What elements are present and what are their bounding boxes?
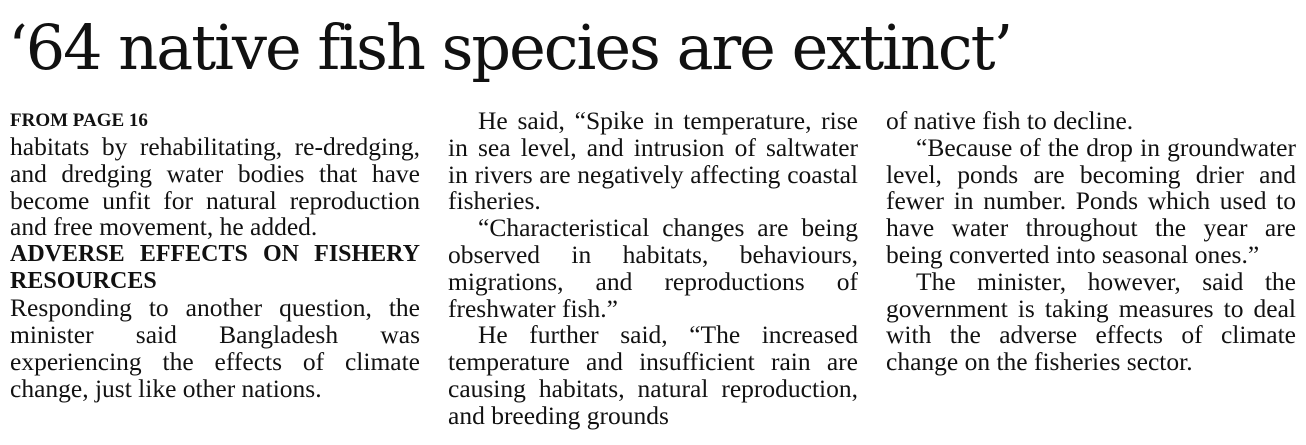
paragraph: The minister, however, said the governme… [886, 266, 1296, 377]
article-column-2: He said, “Spike in temperature, rise in … [448, 106, 858, 430]
paragraph: “Because of the drop in groundwater leve… [886, 132, 1296, 269]
paragraph: “Characteristical changes are being obse… [448, 213, 858, 323]
section-subhead: ADVERSE EFFECTS ON FISHERY RESOURCES [10, 241, 420, 295]
paragraph: of native fish to decline. [886, 106, 1134, 135]
paragraph: Responding to another question, the mini… [10, 293, 420, 403]
headline: ‘64 native fish species are extinct’ [8, 11, 1013, 84]
article-column-3: of native fish to decline. “Because of t… [886, 106, 1296, 377]
paragraph: He further said, “The increased temperat… [448, 320, 858, 430]
paragraph: He said, “Spike in temperature, rise in … [448, 106, 858, 216]
paragraph: habitats by rehabilitating, re-dredging,… [10, 132, 420, 242]
jump-label: FROM PAGE 16 [10, 110, 148, 131]
article-column-1: FROM PAGE 16 habitats by rehabilitating,… [10, 108, 420, 402]
